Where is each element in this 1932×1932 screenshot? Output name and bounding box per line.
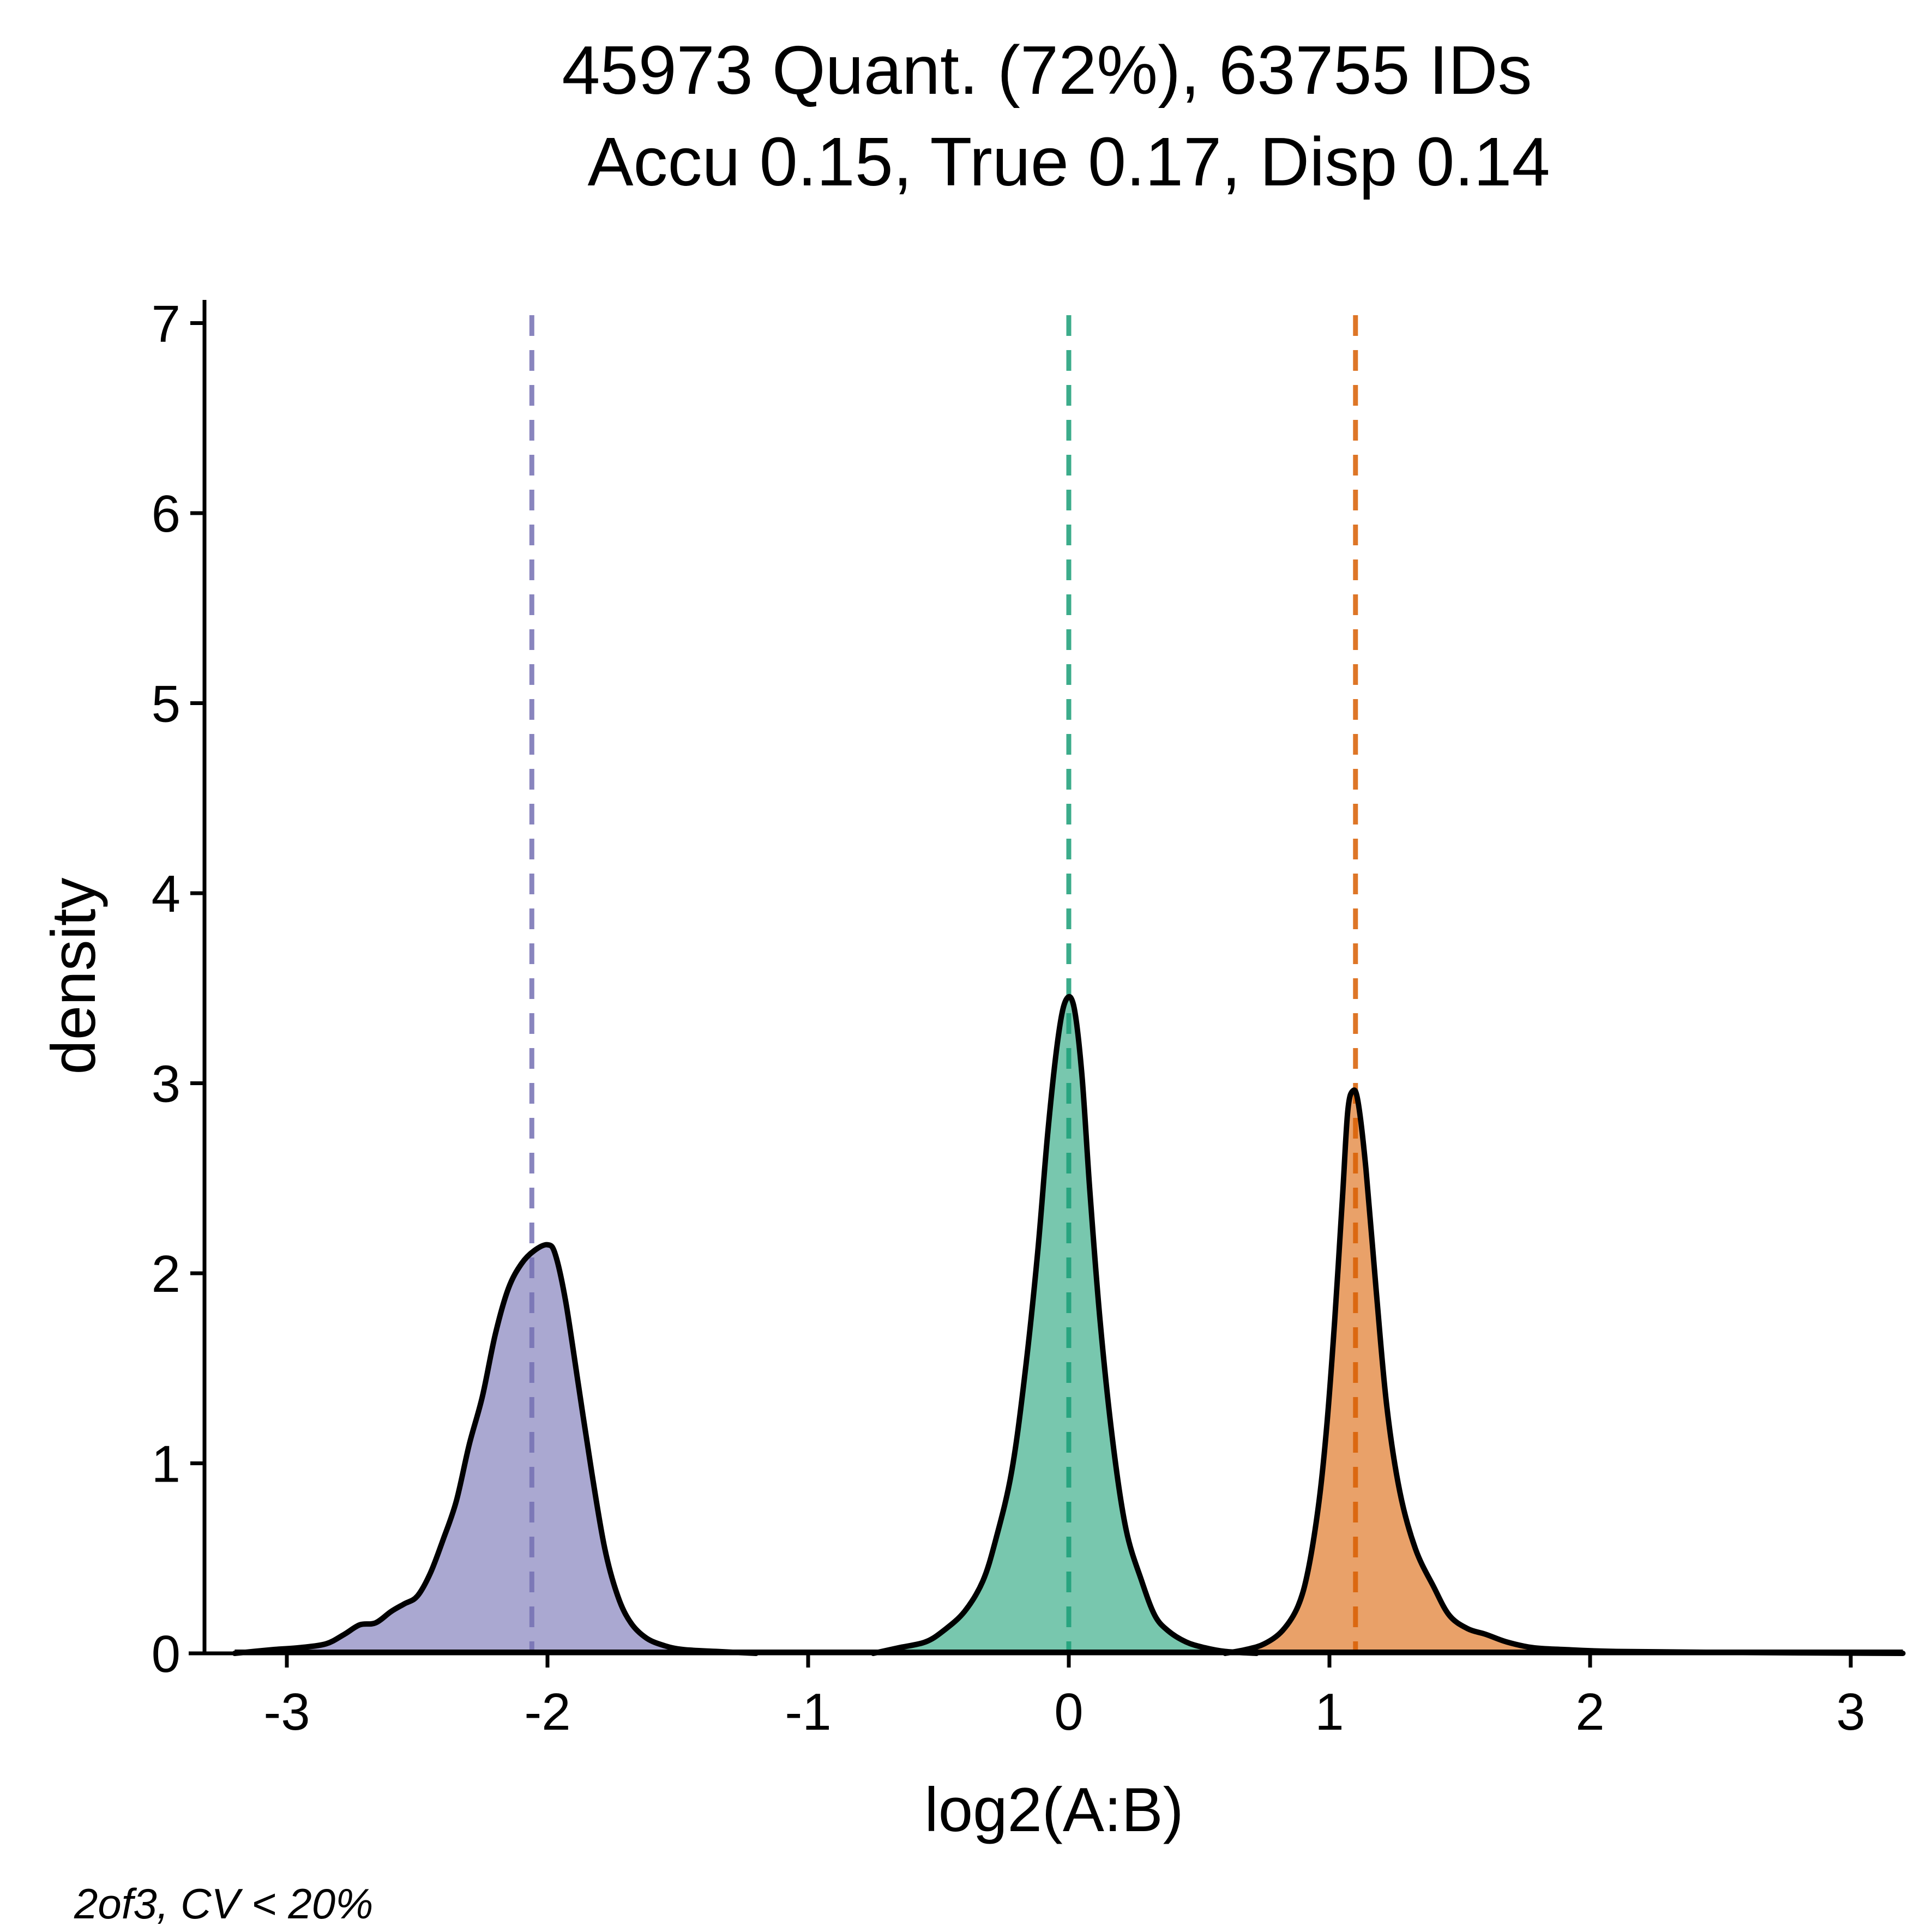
density-area-2 bbox=[873, 996, 1257, 1653]
density-area-1 bbox=[234, 1244, 756, 1653]
x-tick-label: -3 bbox=[263, 1683, 310, 1741]
y-tick-label: 0 bbox=[152, 1625, 180, 1683]
x-axis-title: log2(A:B) bbox=[924, 1775, 1183, 1845]
x-tick-label: -2 bbox=[524, 1683, 570, 1741]
chart-title-line-1: 45973 Quant. (72%), 63755 IDs bbox=[562, 32, 1532, 109]
density-outline-3 bbox=[1222, 1087, 1906, 1656]
x-tick-label: 2 bbox=[1575, 1683, 1604, 1741]
x-axis-ticks: -3 -2 -1 0 1 2 3 bbox=[263, 1653, 1865, 1741]
y-tick-label: 5 bbox=[152, 675, 180, 733]
y-axis-ticks: 0 1 2 3 4 5 6 7 bbox=[152, 295, 204, 1683]
density-outline-2 bbox=[870, 994, 1260, 1656]
y-tick-label: 1 bbox=[152, 1435, 180, 1494]
chart-title-line-2: Accu 0.15, True 0.17, Disp 0.14 bbox=[587, 123, 1550, 200]
density-outline-1 bbox=[232, 1242, 759, 1656]
x-tick-label: 3 bbox=[1836, 1683, 1865, 1741]
density-area-3 bbox=[1225, 1090, 1903, 1653]
expected-ratio-lines bbox=[529, 315, 1358, 1653]
y-tick-label: 4 bbox=[152, 865, 180, 923]
x-tick-label: -1 bbox=[785, 1683, 831, 1741]
y-tick-label: 3 bbox=[152, 1055, 180, 1114]
density-series-layer bbox=[234, 996, 1903, 1653]
chart-caption: 2of3, CV < 20% bbox=[74, 1880, 374, 1928]
x-tick-label: 1 bbox=[1315, 1683, 1344, 1741]
y-tick-label: 7 bbox=[152, 295, 180, 353]
y-axis-title: density bbox=[39, 877, 109, 1074]
y-tick-label: 2 bbox=[152, 1245, 180, 1303]
y-tick-label: 6 bbox=[152, 485, 180, 543]
x-tick-label: 0 bbox=[1054, 1683, 1083, 1741]
